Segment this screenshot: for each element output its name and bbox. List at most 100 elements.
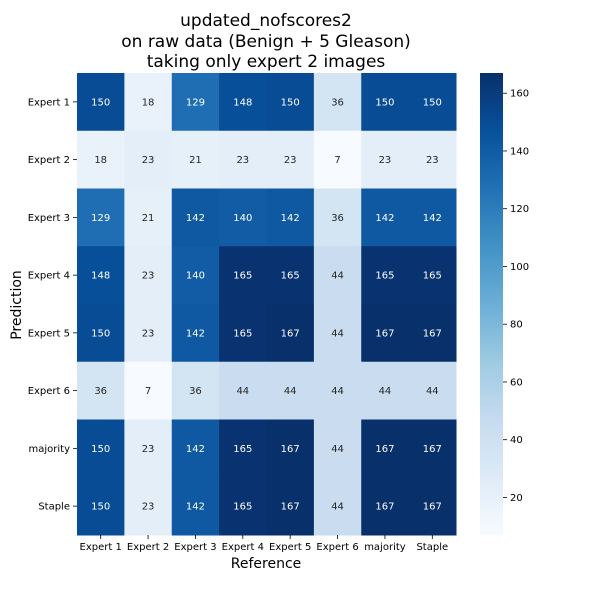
cell-value-label: 36 bbox=[94, 386, 107, 397]
cell-value-label: 44 bbox=[284, 386, 297, 397]
cell-value-label: 167 bbox=[423, 502, 442, 513]
cell-value-label: 167 bbox=[281, 502, 300, 513]
cell-value-label: 23 bbox=[426, 155, 439, 166]
heatmap-cell bbox=[77, 130, 125, 189]
x-tick-label: Expert 2 bbox=[127, 542, 169, 553]
cell-value-label: 167 bbox=[423, 328, 442, 339]
y-tick-label: Expert 5 bbox=[28, 328, 70, 339]
heatmap-cell bbox=[171, 361, 220, 420]
y-tick-label: Expert 3 bbox=[28, 213, 70, 224]
heatmap-cell bbox=[361, 361, 410, 420]
heatmap-cell bbox=[408, 419, 457, 478]
heatmap-cell bbox=[124, 246, 173, 305]
heatmap-cell bbox=[266, 304, 315, 363]
cell-value-label: 18 bbox=[142, 97, 155, 108]
y-tick-label: Expert 4 bbox=[28, 271, 70, 282]
cell-value-label: 23 bbox=[284, 155, 297, 166]
colorbar-tick-label: 80 bbox=[510, 320, 523, 331]
heatmap-cell bbox=[124, 361, 173, 420]
x-tick-label: majority bbox=[364, 542, 406, 553]
heatmap-cell bbox=[219, 246, 268, 305]
heatmap-cell bbox=[266, 73, 315, 132]
heatmap-cell bbox=[171, 246, 220, 305]
cell-value-label: 148 bbox=[233, 97, 252, 108]
cell-value-label: 150 bbox=[91, 502, 110, 513]
cell-value-label: 129 bbox=[91, 213, 110, 224]
cell-value-label: 142 bbox=[186, 213, 205, 224]
heatmap-cell bbox=[77, 361, 125, 420]
heatmap-cell bbox=[266, 188, 315, 247]
cell-value-label: 167 bbox=[281, 328, 300, 339]
cell-value-label: 150 bbox=[423, 97, 442, 108]
heatmap-cell bbox=[171, 304, 220, 363]
colorbar-tick-label: 140 bbox=[510, 146, 529, 157]
cell-value-label: 167 bbox=[281, 444, 300, 455]
heatmap-cell bbox=[219, 188, 268, 247]
cell-value-label: 142 bbox=[186, 328, 205, 339]
cell-value-label: 167 bbox=[375, 328, 394, 339]
heatmap-cell bbox=[313, 419, 362, 478]
cell-value-label: 44 bbox=[331, 386, 344, 397]
y-tick-label: Expert 2 bbox=[28, 155, 70, 166]
heatmap-cell bbox=[77, 304, 125, 363]
heatmap-cell bbox=[171, 73, 220, 132]
heatmap-cell bbox=[219, 130, 268, 189]
heatmap-cell bbox=[361, 246, 410, 305]
heatmap-cell bbox=[124, 419, 173, 478]
heatmap-cell bbox=[313, 477, 362, 536]
heatmap-cell bbox=[77, 246, 125, 305]
cell-value-label: 167 bbox=[423, 444, 442, 455]
heatmap-cell bbox=[266, 246, 315, 305]
colorbar-gradient bbox=[480, 73, 503, 535]
cell-value-label: 129 bbox=[186, 97, 205, 108]
title-line-2: on raw data (Benign + 5 Gleason) bbox=[121, 32, 411, 52]
colorbar bbox=[480, 73, 503, 535]
cell-value-label: 165 bbox=[233, 444, 252, 455]
y-tick-label: majority bbox=[29, 444, 71, 455]
heatmap-cell bbox=[124, 130, 173, 189]
cell-value-label: 150 bbox=[91, 328, 110, 339]
colorbar-tick-label: 40 bbox=[510, 435, 523, 446]
cell-value-label: 44 bbox=[331, 271, 344, 282]
heatmap-cell bbox=[408, 246, 457, 305]
cell-value-label: 165 bbox=[281, 271, 300, 282]
y-tick-label: Expert 6 bbox=[28, 386, 70, 397]
x-tick-label: Expert 5 bbox=[269, 542, 311, 553]
x-tick-labels: Expert 1 Expert 2 Expert 3 Expert 4 Expert 5… bbox=[80, 535, 448, 553]
heatmap-cell bbox=[77, 477, 125, 536]
cell-value-label: 150 bbox=[91, 97, 110, 108]
cell-value-label: 23 bbox=[142, 502, 155, 513]
cell-value-label: 44 bbox=[331, 328, 344, 339]
cell-value-label: 36 bbox=[331, 213, 344, 224]
heatmap-cell bbox=[219, 477, 268, 536]
heatmap-cell bbox=[219, 419, 268, 478]
cell-value-label: 23 bbox=[142, 444, 155, 455]
cell-value-label: 165 bbox=[423, 271, 442, 282]
heatmap-cell bbox=[361, 304, 410, 363]
x-tick-label: Expert 6 bbox=[316, 542, 358, 553]
y-tick-label: Expert 1 bbox=[28, 97, 70, 108]
heatmap-cell bbox=[266, 419, 315, 478]
cell-value-label: 23 bbox=[142, 328, 155, 339]
cell-value-label: 142 bbox=[375, 213, 394, 224]
heatmap-cell bbox=[266, 477, 315, 536]
x-tick-label: Expert 1 bbox=[80, 542, 122, 553]
heatmap-cell bbox=[408, 361, 457, 420]
heatmap-cell bbox=[361, 419, 410, 478]
cell-value-label: 142 bbox=[186, 502, 205, 513]
cell-value-label: 44 bbox=[379, 386, 392, 397]
heatmap-cell bbox=[408, 130, 457, 189]
heatmap-cell bbox=[361, 477, 410, 536]
heatmap-cell bbox=[313, 73, 362, 132]
cell-value-label: 21 bbox=[189, 155, 202, 166]
cell-value-label: 23 bbox=[379, 155, 392, 166]
cell-value-label: 44 bbox=[236, 386, 249, 397]
heatmap-cell bbox=[361, 73, 410, 132]
colorbar-tick-label: 20 bbox=[510, 493, 523, 504]
heatmap-cell bbox=[313, 361, 362, 420]
cell-value-label: 167 bbox=[375, 502, 394, 513]
title-line-1: updated_nofscores2 bbox=[180, 11, 352, 31]
cell-value-label: 7 bbox=[334, 155, 340, 166]
cell-value-label: 165 bbox=[375, 271, 394, 282]
